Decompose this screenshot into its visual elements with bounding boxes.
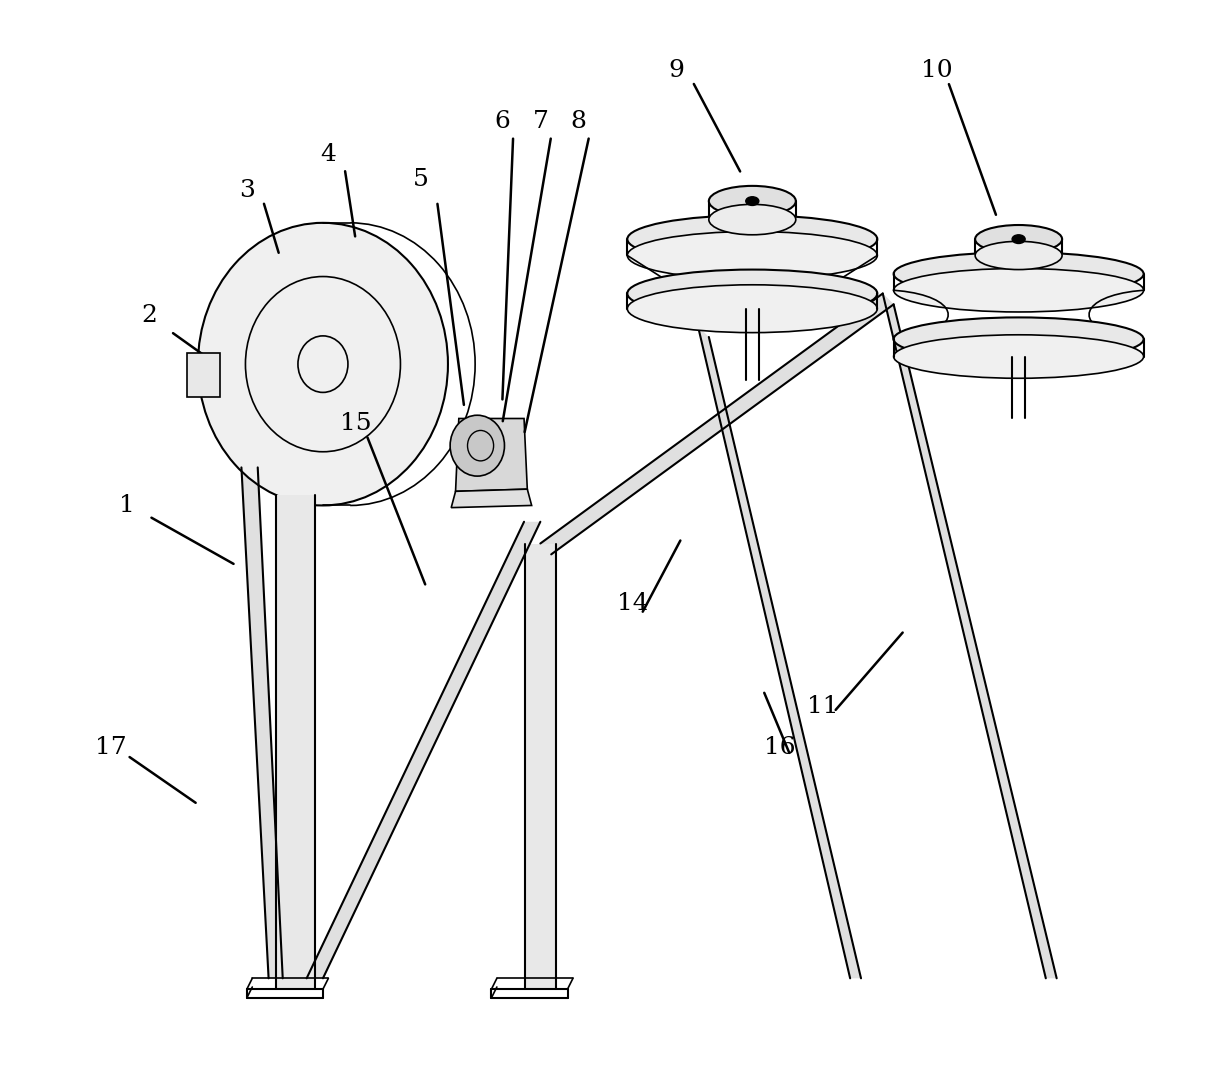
FancyBboxPatch shape: [187, 353, 220, 397]
Ellipse shape: [627, 232, 877, 279]
Text: 15: 15: [340, 412, 371, 436]
Polygon shape: [540, 293, 893, 554]
Polygon shape: [276, 495, 315, 989]
Ellipse shape: [893, 252, 1144, 296]
Text: 17: 17: [95, 736, 127, 760]
Text: 3: 3: [240, 178, 255, 202]
Polygon shape: [456, 418, 528, 491]
Ellipse shape: [198, 223, 448, 505]
Text: 6: 6: [495, 110, 511, 134]
Ellipse shape: [745, 197, 759, 205]
Polygon shape: [242, 467, 282, 978]
Ellipse shape: [450, 415, 505, 476]
Polygon shape: [882, 293, 1057, 978]
Text: 4: 4: [320, 142, 336, 166]
Ellipse shape: [709, 204, 796, 235]
Text: 7: 7: [533, 110, 549, 134]
Text: 1: 1: [120, 493, 136, 517]
Ellipse shape: [975, 225, 1062, 253]
Polygon shape: [307, 522, 540, 978]
Text: 16: 16: [764, 736, 796, 760]
Ellipse shape: [893, 335, 1144, 378]
Ellipse shape: [975, 241, 1062, 270]
Text: 8: 8: [571, 110, 587, 134]
Polygon shape: [451, 489, 532, 508]
Polygon shape: [525, 544, 556, 989]
Text: 10: 10: [921, 59, 953, 83]
Ellipse shape: [1012, 235, 1025, 243]
Polygon shape: [698, 326, 862, 978]
Ellipse shape: [627, 270, 877, 317]
Ellipse shape: [627, 215, 877, 263]
Ellipse shape: [709, 186, 796, 216]
Text: 14: 14: [617, 591, 649, 615]
Text: 2: 2: [141, 303, 156, 327]
Text: 5: 5: [413, 167, 429, 191]
Text: 9: 9: [668, 59, 684, 83]
Ellipse shape: [893, 268, 1144, 312]
Ellipse shape: [893, 317, 1144, 361]
Ellipse shape: [627, 285, 877, 333]
Text: 11: 11: [808, 695, 838, 719]
